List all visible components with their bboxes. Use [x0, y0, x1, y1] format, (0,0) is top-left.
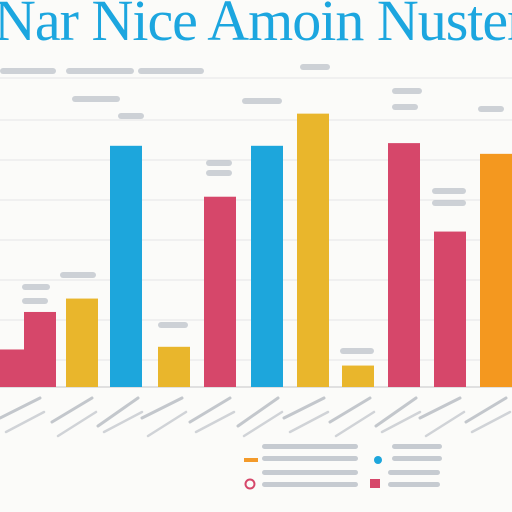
bar: [110, 145, 142, 387]
legend-label-smear: [388, 482, 440, 487]
legend-marker: [370, 479, 380, 488]
illegible-text: [300, 64, 330, 70]
illegible-text: [242, 98, 282, 104]
x-tick-label-smear: [194, 410, 236, 434]
illegible-text: [432, 188, 466, 194]
bar: [342, 365, 374, 387]
illegible-text: [158, 322, 188, 328]
bar: [24, 311, 56, 387]
legend-marker: [244, 458, 258, 462]
x-tick-label-smear: [102, 410, 144, 434]
chart-title: Nar Nice Amoin Nustery a Ren: [0, 0, 512, 53]
illegible-text: [392, 104, 418, 110]
bar: [297, 113, 329, 387]
illegible-text: [392, 88, 422, 94]
illegible-text: [66, 68, 134, 74]
legend-marker: [374, 456, 382, 464]
x-tick-label-smear: [140, 396, 184, 420]
bars: [0, 113, 512, 387]
illegible-text: [432, 200, 466, 206]
x-tick-label-smear: [50, 396, 94, 424]
illegible-text: [72, 96, 120, 102]
x-tick-label-smear: [380, 410, 422, 434]
legend: [244, 444, 442, 490]
bar: [251, 145, 283, 387]
illegible-text: [60, 272, 96, 278]
x-tick-label-smear: [470, 410, 512, 434]
bar: [204, 196, 236, 387]
illegible-text: [206, 160, 232, 166]
illegible-text: [340, 348, 374, 354]
x-tick-label-smear: [334, 410, 376, 438]
x-tick-label-smear: [4, 410, 46, 434]
legend-label-smear: [262, 456, 358, 461]
x-tick-label-smear: [146, 410, 188, 438]
legend-label-smear: [392, 444, 442, 449]
x-tick-label-smear: [56, 410, 98, 438]
x-tick-label-smear: [464, 396, 508, 424]
x-tick-label-smear: [188, 396, 232, 424]
illegible-text: [138, 68, 204, 74]
legend-marker: [244, 478, 256, 490]
illegible-text: [22, 298, 48, 304]
bar: [434, 231, 466, 387]
x-tick-label-smear: [288, 410, 330, 434]
illegible-text: [22, 284, 50, 290]
bar: [66, 298, 98, 387]
x-tick-label-smear: [424, 410, 466, 438]
x-tick-label-smear: [96, 396, 140, 428]
bar: [388, 143, 420, 387]
x-tick-label-smear: [236, 396, 280, 428]
x-tick-label-smear: [0, 396, 42, 420]
illegible-labels: [0, 64, 512, 438]
legend-label-smear: [262, 482, 358, 487]
bar: [0, 349, 28, 387]
x-tick-label-smear: [242, 410, 284, 438]
legend-label-smear: [262, 444, 358, 449]
illegible-text: [0, 68, 56, 74]
illegible-text: [478, 106, 504, 112]
x-tick-label-smear: [282, 396, 326, 420]
legend-label-smear: [388, 470, 440, 475]
bar: [158, 346, 190, 387]
bar: [480, 153, 512, 387]
illegible-text: [206, 170, 232, 176]
x-tick-label-smear: [418, 396, 462, 420]
legend-label-smear: [262, 470, 358, 475]
x-tick-label-smear: [374, 396, 418, 428]
illegible-text: [118, 113, 144, 119]
legend-label-smear: [392, 456, 442, 461]
x-tick-label-smear: [328, 396, 372, 424]
